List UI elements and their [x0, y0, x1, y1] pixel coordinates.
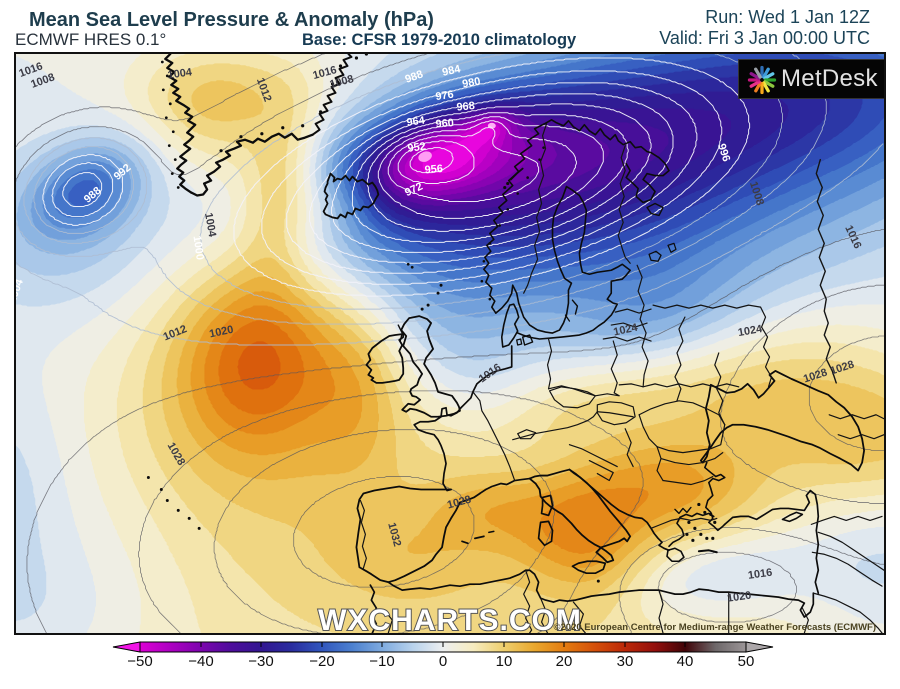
- svg-text:20: 20: [556, 653, 573, 670]
- svg-text:−20: −20: [309, 653, 334, 670]
- svg-text:976: 976: [435, 89, 455, 103]
- svg-text:984: 984: [441, 63, 462, 79]
- svg-text:1000: 1000: [191, 235, 206, 261]
- svg-text:40: 40: [677, 653, 694, 670]
- svg-text:952: 952: [407, 140, 427, 154]
- svg-text:996: 996: [715, 142, 732, 163]
- svg-text:0: 0: [439, 653, 447, 670]
- svg-text:50: 50: [738, 653, 755, 670]
- svg-text:1004: 1004: [202, 212, 218, 239]
- svg-text:−30: −30: [248, 653, 273, 670]
- svg-text:956: 956: [424, 163, 443, 177]
- svg-text:1020: 1020: [208, 324, 234, 341]
- svg-text:988: 988: [404, 68, 425, 86]
- svg-text:1004: 1004: [167, 66, 194, 81]
- svg-text:1024: 1024: [737, 323, 764, 339]
- svg-text:10: 10: [496, 653, 513, 670]
- svg-text:968: 968: [456, 100, 475, 114]
- svg-text:1020: 1020: [726, 590, 752, 605]
- svg-text:1016: 1016: [747, 567, 773, 582]
- svg-text:1004: 1004: [16, 277, 26, 305]
- svg-text:960: 960: [435, 117, 454, 131]
- svg-text:−40: −40: [188, 653, 213, 670]
- svg-text:30: 30: [617, 653, 634, 670]
- svg-text:964: 964: [406, 114, 427, 129]
- svg-text:−50: −50: [127, 653, 152, 670]
- svg-text:−10: −10: [369, 653, 394, 670]
- svg-text:980: 980: [461, 75, 481, 90]
- svg-text:1024: 1024: [612, 322, 639, 339]
